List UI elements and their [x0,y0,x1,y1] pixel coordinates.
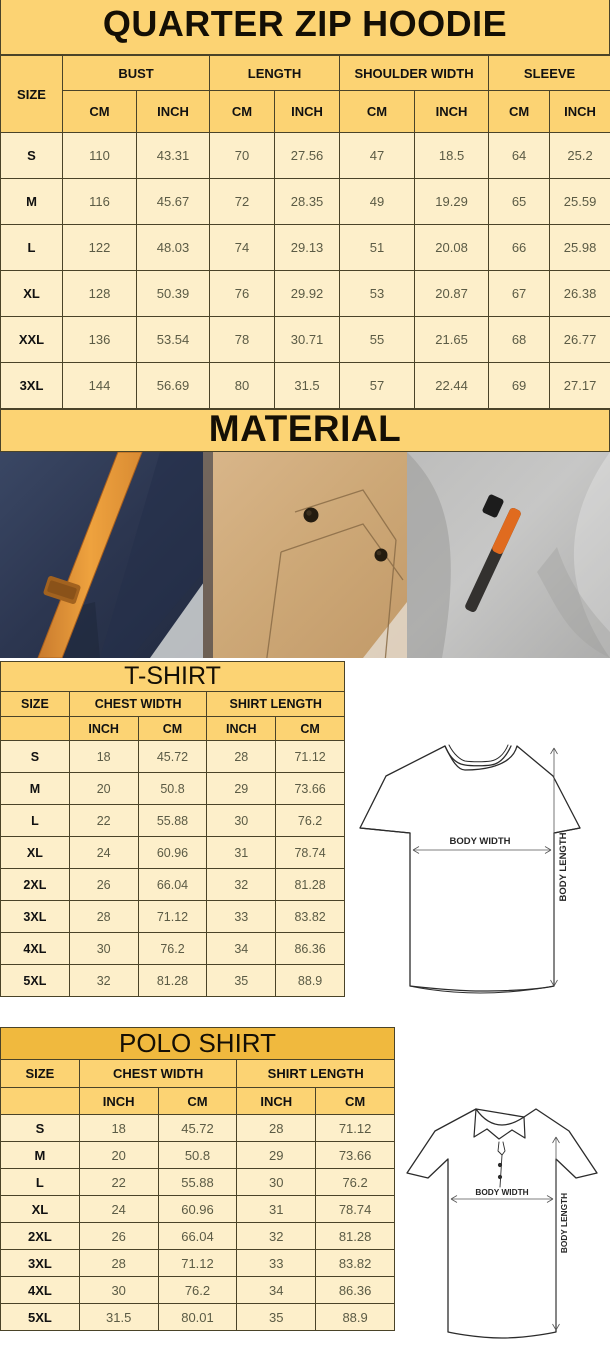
svg-text:BODY LENGTH: BODY LENGTH [558,832,569,901]
svg-text:BODY WIDTH: BODY WIDTH [449,836,510,847]
svg-text:BODY LENGTH: BODY LENGTH [559,1193,569,1253]
svg-text:BODY WIDTH: BODY WIDTH [475,1187,528,1197]
